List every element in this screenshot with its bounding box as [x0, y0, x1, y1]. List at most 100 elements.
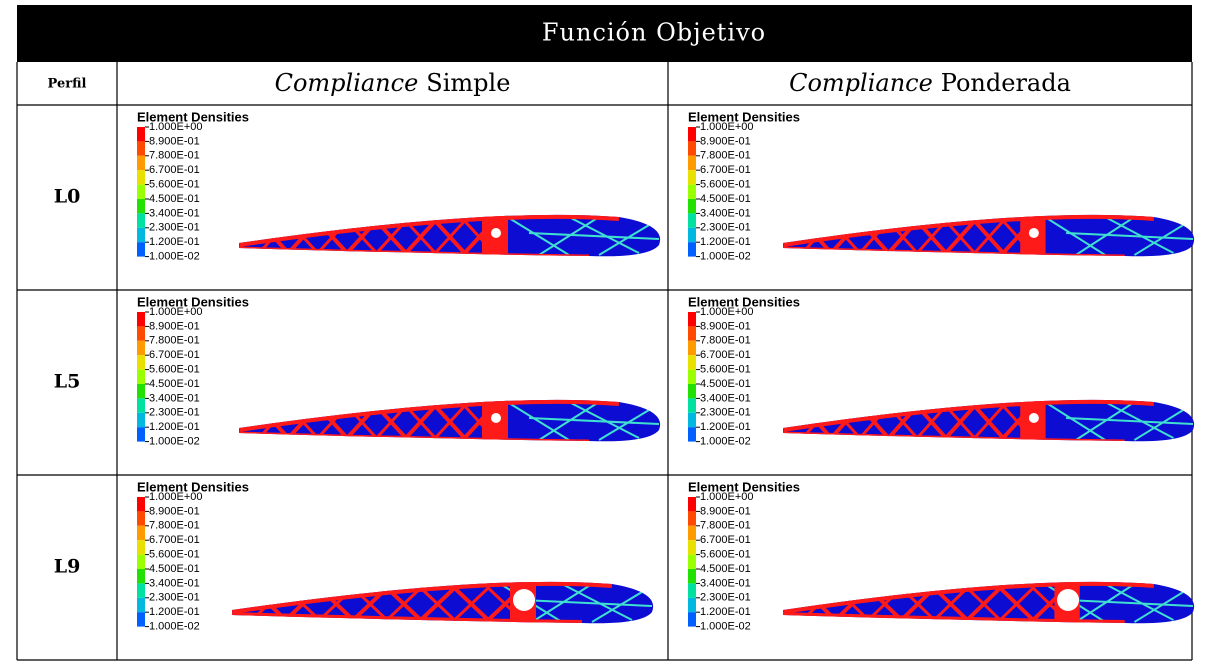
- airfoil-result: [783, 399, 1195, 442]
- legend-swatch: [137, 369, 145, 384]
- upper-skin: [783, 399, 1155, 432]
- legend-label: 5.600E-01: [149, 179, 200, 191]
- legend-label: 2.300E-01: [700, 407, 751, 419]
- upper-skin: [783, 214, 1155, 247]
- legend-label: 7.800E-01: [700, 150, 751, 162]
- legend-swatch: [688, 412, 696, 428]
- legend-swatch: [137, 312, 145, 327]
- row-label: L5: [54, 371, 81, 393]
- truss-minor: [1046, 217, 1106, 256]
- legend-label: 1.200E-01: [700, 236, 751, 248]
- legend-label: 1.000E+00: [700, 121, 754, 133]
- legend-label: 8.900E-01: [700, 135, 751, 147]
- column-header: Perfil: [48, 77, 87, 92]
- column-header-text: Ponderada: [941, 69, 1071, 97]
- truss-minor: [538, 216, 600, 256]
- legend-label: 4.500E-01: [149, 563, 200, 575]
- truss-minor: [1046, 402, 1106, 441]
- legend-swatch: [137, 184, 145, 199]
- legend-swatch: [137, 213, 145, 228]
- spar-hole: [1028, 228, 1039, 238]
- legend-label: 2.300E-01: [149, 592, 200, 604]
- legend-title: Element Densities: [688, 109, 800, 124]
- legend-label: 7.800E-01: [700, 520, 751, 532]
- legend-swatch: [137, 242, 145, 257]
- legend-label: 2.300E-01: [149, 407, 200, 419]
- truss-minor: [1104, 401, 1174, 439]
- legend-swatch: [137, 155, 145, 171]
- truss-minor: [1075, 216, 1135, 256]
- legend-swatch: [688, 184, 696, 199]
- truss-minor: [591, 591, 643, 623]
- legend-swatch: [137, 127, 145, 142]
- legend-label: 8.900E-01: [700, 320, 751, 332]
- legend-label: 5.600E-01: [700, 179, 751, 191]
- legend-swatch: [688, 340, 696, 356]
- column-header-text: Simple: [426, 69, 510, 97]
- legend-swatch: [137, 427, 145, 442]
- legend-label: 7.800E-01: [149, 335, 200, 347]
- legend-label: 1.000E+00: [700, 306, 754, 318]
- legend-swatch: [688, 583, 696, 598]
- legend-swatch: [688, 227, 696, 243]
- truss-minor: [508, 402, 570, 441]
- truss-minor: [538, 401, 600, 441]
- legend-label: 1.000E-02: [700, 621, 751, 633]
- legend-swatch: [688, 213, 696, 228]
- legend-label: 1.000E+00: [700, 491, 754, 503]
- legend-label: 3.400E-01: [149, 207, 200, 219]
- column-header: Compliance Simple: [275, 69, 511, 97]
- legend-label: 7.800E-01: [149, 150, 200, 162]
- legend-label: 1.000E-02: [700, 436, 751, 448]
- truss-minor: [1075, 583, 1135, 623]
- truss-minor: [1104, 216, 1174, 254]
- truss-minor: [1133, 224, 1184, 256]
- legend-label: 1.000E-02: [700, 251, 751, 263]
- legend-label: 4.500E-01: [700, 193, 751, 205]
- airfoil-result: [783, 581, 1195, 624]
- truss-minor: [1133, 591, 1184, 623]
- column-header-emphasis: Compliance: [275, 69, 419, 97]
- spar-hole: [491, 228, 501, 238]
- airfoil-result: [239, 399, 661, 442]
- upper-skin: [232, 581, 613, 614]
- truss-minor: [598, 224, 650, 256]
- legend-swatch: [137, 497, 145, 512]
- legend-label: 6.700E-01: [700, 349, 751, 361]
- truss-minor: [561, 583, 633, 621]
- legend-title: Element Densities: [137, 294, 249, 309]
- legend-label: 4.500E-01: [149, 378, 200, 390]
- airfoil-result: [783, 214, 1195, 257]
- legend-swatch: [688, 170, 696, 185]
- legend-title: Element Densities: [137, 479, 249, 494]
- legend-swatch: [688, 525, 696, 541]
- legend-title: Element Densities: [688, 479, 800, 494]
- legend-swatch: [137, 583, 145, 598]
- legend-swatch: [137, 170, 145, 185]
- truss-minor: [528, 417, 660, 425]
- legend-label: 1.000E+00: [149, 491, 203, 503]
- legend-label: 5.600E-01: [700, 364, 751, 376]
- legend-swatch: [137, 355, 145, 370]
- legend-label: 6.700E-01: [700, 534, 751, 546]
- legend-label: 2.300E-01: [700, 222, 751, 234]
- legend-title: Element Densities: [688, 294, 800, 309]
- column-header-emphasis: Compliance: [789, 69, 933, 97]
- legend-swatch: [137, 340, 145, 356]
- legend-label: 1.000E-02: [149, 251, 200, 263]
- legend-swatch: [137, 398, 145, 413]
- truss-minor: [568, 401, 640, 439]
- truss-minor: [1104, 583, 1174, 621]
- legend-label: 1.200E-01: [149, 606, 200, 618]
- legend-label: 4.500E-01: [149, 193, 200, 205]
- legend-label: 4.500E-01: [700, 563, 751, 575]
- legend-swatch: [688, 355, 696, 370]
- airfoil-result: [239, 214, 661, 257]
- legend-swatch: [137, 199, 145, 214]
- legend-swatch: [137, 384, 145, 399]
- column-header: Compliance Ponderada: [789, 69, 1071, 97]
